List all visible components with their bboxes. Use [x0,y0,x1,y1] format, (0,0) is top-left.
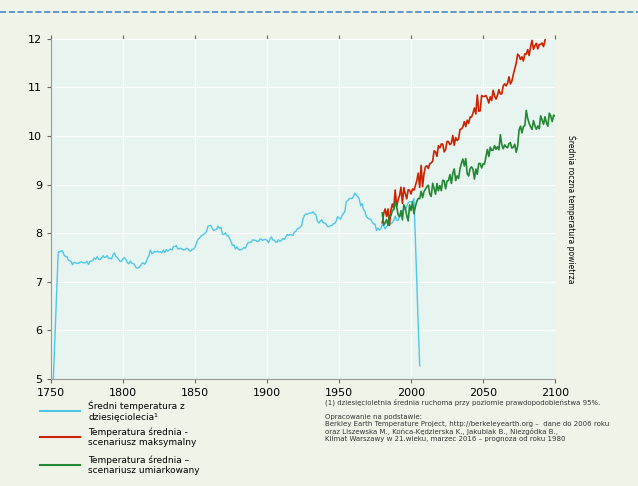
Text: Temperatura średnia -
scenariusz maksymalny: Temperatura średnia - scenariusz maksyma… [88,428,197,447]
Text: Średnia roczna temperatura powietrza: Średnia roczna temperatura powietrza [566,135,576,283]
Text: Średni temperatura z
dziesięciolecia¹: Średni temperatura z dziesięciolecia¹ [88,400,185,422]
Text: Temperatura średnia –
scenariusz umiarkowany: Temperatura średnia – scenariusz umiarko… [88,455,200,475]
Text: (1) dziesięcioletnia średnia ruchoma przy poziomie prawdopodobieństwa 95%.

Opra: (1) dziesięcioletnia średnia ruchoma prz… [325,398,609,442]
